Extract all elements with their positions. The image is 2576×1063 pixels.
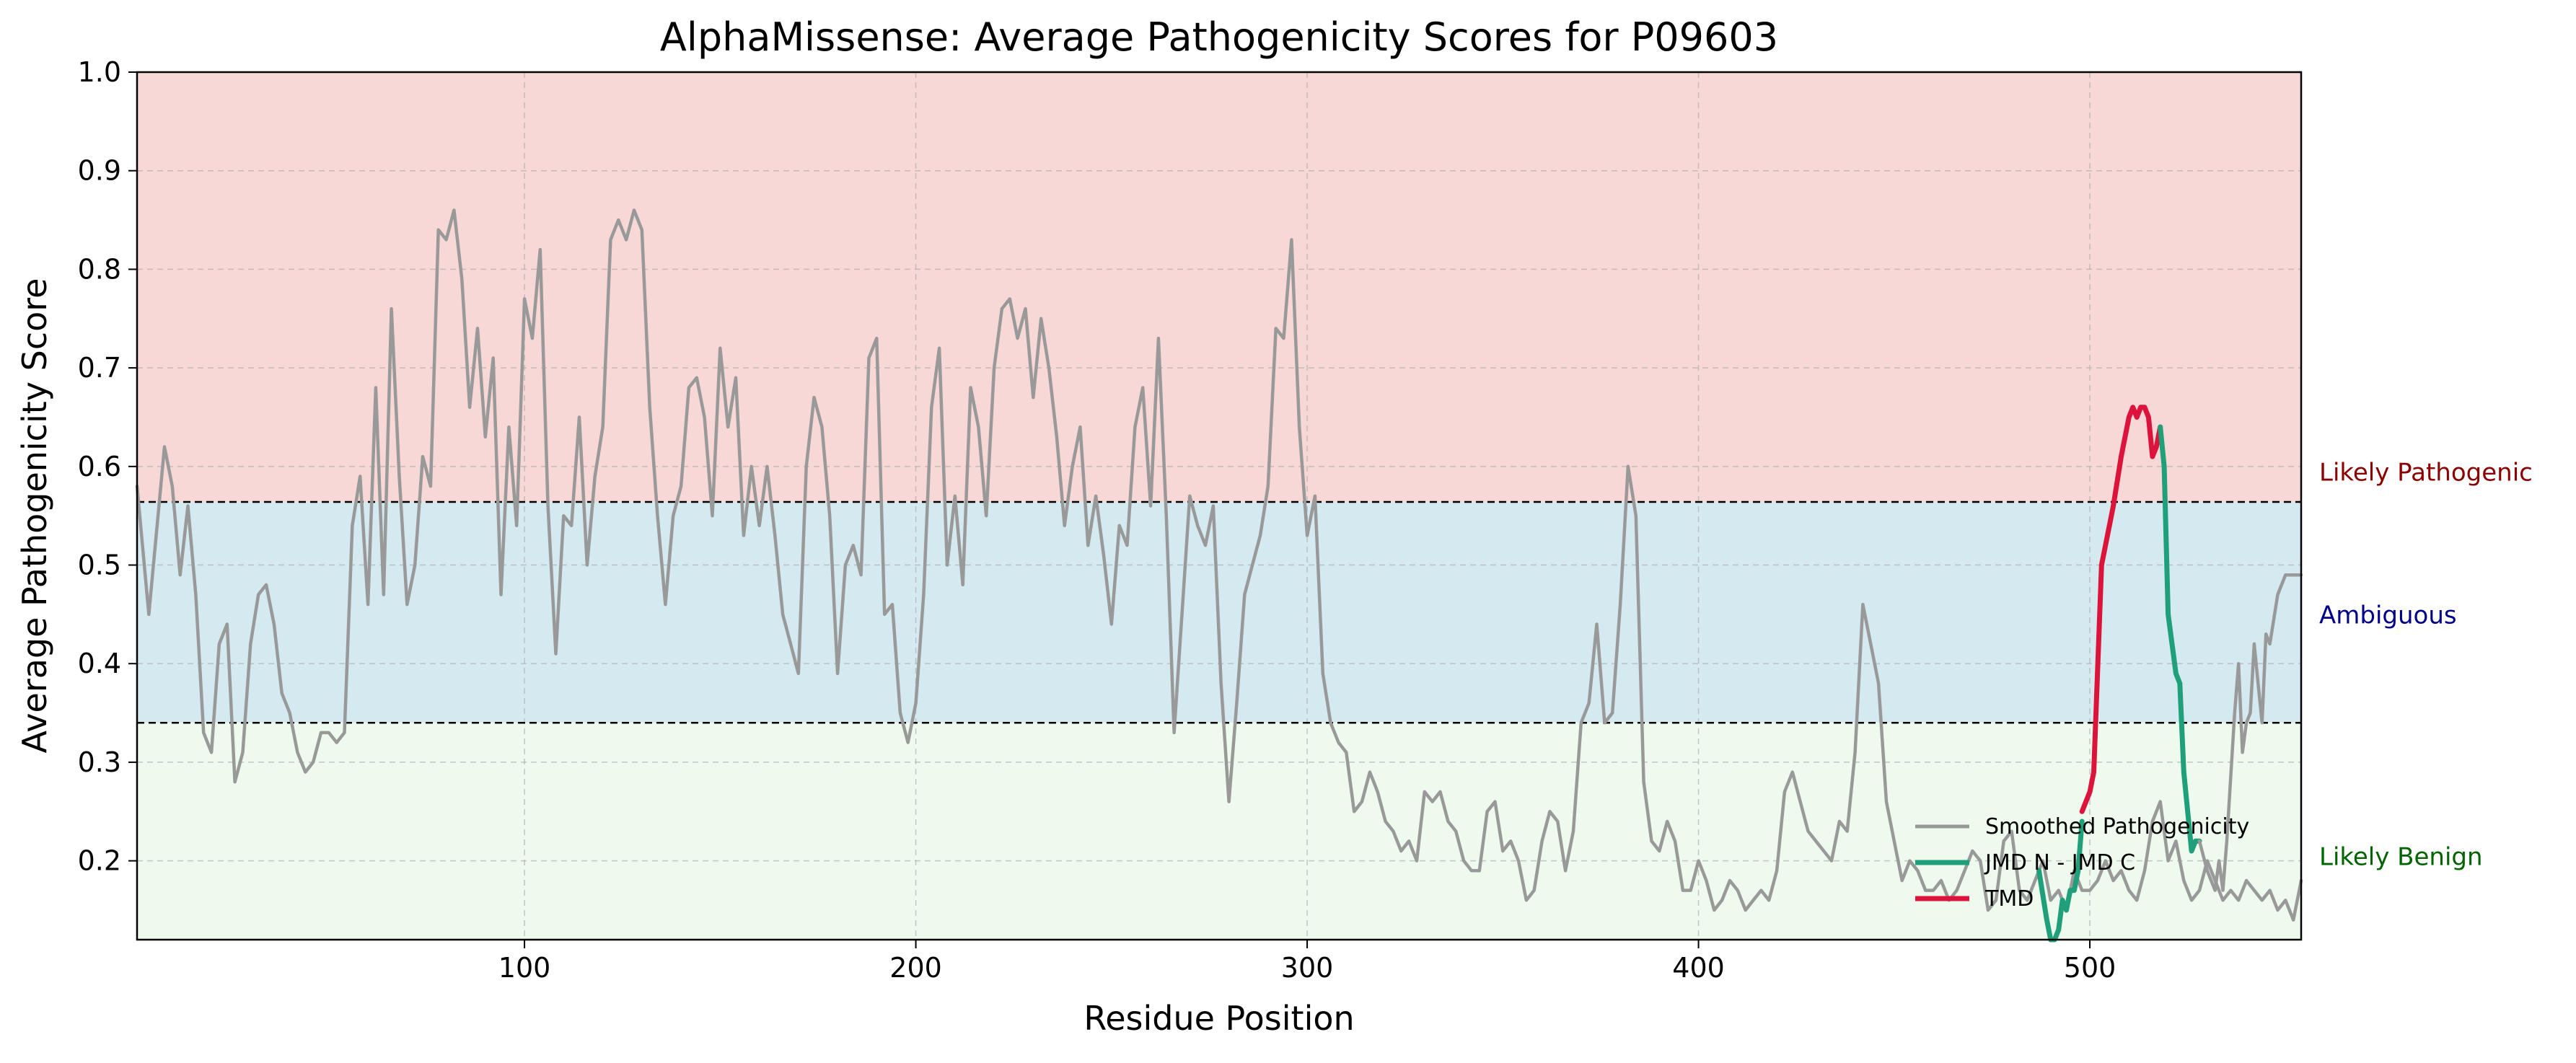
series-line-1 [2036, 819, 2085, 943]
series-line-0 [135, 208, 2303, 922]
zone-band-2 [137, 723, 2301, 940]
y-tick-label: 0.5 [78, 550, 121, 581]
legend-label: Smoothed Pathogenicity [1985, 814, 2249, 839]
x-tick-label: 500 [2064, 952, 2116, 984]
series-line-2 [2079, 405, 2163, 814]
x-axis-label: Residue Position [1083, 999, 1354, 1038]
y-tick-label: 0.4 [78, 648, 121, 679]
y-axis-label: Average Pathogenicity Score [15, 278, 54, 754]
zone-band-0 [137, 72, 2301, 503]
zone-label: Ambiguous [2319, 601, 2457, 630]
x-tick-label: 300 [1281, 952, 1334, 984]
series-line-4 [2197, 573, 2303, 892]
zone-bands [137, 72, 2301, 940]
y-tick-label: 0.2 [78, 845, 121, 877]
chart-title: AlphaMissense: Average Pathogenicity Sco… [660, 14, 1778, 60]
zone-label: Likely Benign [2319, 843, 2483, 872]
legend-label: TMD [1984, 886, 2034, 912]
y-axis-ticks: 0.2 0.3 0.4 0.5 0.6 0.7 0.8 0.9 1.0 [78, 56, 137, 877]
x-tick-label: 200 [889, 952, 942, 984]
y-tick-label: 1.0 [78, 56, 121, 88]
series-lines [135, 208, 2303, 943]
y-tick-label: 0.9 [78, 155, 121, 187]
y-tick-label: 0.3 [78, 746, 121, 778]
series-line-3 [2158, 424, 2202, 854]
plot-frame [136, 71, 2303, 941]
zone-label: Likely Pathogenic [2319, 458, 2533, 487]
legend: Smoothed Pathogenicity JMD N - JMD C TMD [1915, 814, 2249, 912]
zone-labels: Likely Pathogenic Ambiguous Likely Benign [2319, 458, 2533, 871]
y-tick-label: 0.7 [78, 352, 121, 384]
x-axis-ticks: 100 200 300 400 500 [498, 940, 2116, 984]
y-tick-label: 0.8 [78, 253, 121, 285]
x-tick-label: 100 [498, 952, 551, 984]
y-tick-label: 0.6 [78, 451, 121, 482]
x-tick-label: 400 [1672, 952, 1725, 984]
legend-label: JMD N - JMD C [1984, 850, 2135, 875]
